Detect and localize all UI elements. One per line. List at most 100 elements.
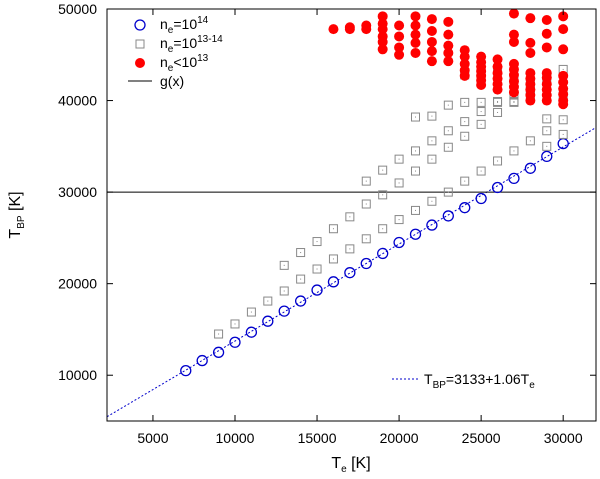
point-ne1314 (427, 196, 437, 206)
point-nelt13 (508, 8, 519, 19)
point-ne1314-dot (382, 228, 384, 230)
point-ne1314 (279, 260, 289, 270)
point-nelt13 (410, 20, 421, 31)
point-ne1314 (460, 97, 470, 107)
point-ne14 (278, 305, 290, 317)
point-nelt13 (394, 42, 405, 53)
point-ne1314 (476, 97, 486, 107)
point-ne1314-dot (480, 101, 482, 103)
point-nelt13 (541, 14, 552, 25)
point-nelt13 (525, 37, 536, 48)
point-ne1314 (493, 97, 503, 107)
point-ne1314 (230, 319, 240, 329)
point-ne1314 (460, 176, 470, 186)
point-ne1314-dot (283, 264, 285, 266)
y-tick-label: 30000 (58, 184, 97, 200)
point-ne1314-dot (398, 219, 400, 221)
point-ne1314-dot (267, 300, 269, 302)
point-ne1314 (214, 329, 224, 339)
point-nelt13 (443, 29, 454, 40)
point-ne1314 (509, 97, 519, 107)
point-ne1314-dot (447, 146, 449, 148)
x-tick-label: 5000 (137, 430, 168, 446)
point-ne1314 (443, 142, 453, 152)
point-ne1314-dot (497, 160, 499, 162)
point-ne1314-dot (382, 169, 384, 171)
point-ne1314-dot (414, 150, 416, 152)
point-ne14 (508, 172, 520, 185)
point-ne14 (196, 354, 208, 367)
point-ne1314 (328, 254, 338, 264)
y-tick-label: 40000 (58, 93, 97, 109)
point-nelt13 (492, 54, 503, 65)
legend-marker-ne14 (134, 19, 146, 31)
point-ne14 (393, 236, 405, 249)
point-ne1314 (312, 237, 322, 247)
point-ne1314-dot (513, 100, 515, 102)
point-ne1314 (410, 112, 420, 122)
point-ne1314-dot (497, 111, 499, 113)
point-ne1314 (345, 244, 355, 254)
point-ne14 (245, 326, 258, 338)
legend: ne=1014 ne=1013-14 ne<1013 g(x) TBP=3133… (128, 15, 535, 391)
point-nelt13 (443, 40, 454, 51)
point-nelt13 (459, 51, 470, 62)
x-tick-label: 25000 (462, 430, 501, 446)
point-ne1314 (394, 215, 404, 225)
point-ne1314-dot (480, 111, 482, 113)
point-ne1314 (361, 199, 371, 209)
point-ne1314 (410, 205, 420, 215)
point-ne14 (409, 228, 422, 240)
y-tick-label: 10000 (58, 367, 97, 383)
point-nelt13 (426, 14, 437, 25)
point-nelt13 (525, 95, 536, 106)
point-ne14 (491, 181, 504, 194)
point-ne1314 (427, 136, 437, 146)
legend-marker-nelt13 (135, 58, 145, 68)
point-ne1314-dot (398, 182, 400, 184)
point-ne1314-dot (332, 228, 334, 230)
legend-label-ne1314: ne=1013-14 (160, 34, 223, 55)
point-nelt13 (426, 46, 437, 57)
point-ne14 (229, 336, 241, 348)
legend-label-nelt13: ne<1013 (160, 53, 209, 74)
point-ne14 (294, 295, 307, 307)
point-ne14 (180, 364, 192, 377)
point-ne1314 (279, 286, 289, 296)
point-ne1314 (394, 154, 404, 164)
legend-label-fit: TBP=3133+1.06Te (424, 371, 535, 391)
point-ne14 (262, 315, 274, 327)
point-ne1314-dot (447, 104, 449, 106)
point-ne1314-dot (464, 135, 466, 137)
y-tick-label: 50000 (58, 1, 97, 17)
point-nelt13 (459, 70, 470, 81)
x-axis-label: Te [K] (331, 455, 370, 475)
point-ne1314-dot (447, 130, 449, 132)
point-ne1314 (542, 126, 552, 136)
point-ne1314 (542, 141, 552, 151)
point-ne1314 (476, 107, 486, 117)
y-tick-label: 20000 (58, 276, 97, 292)
point-nelt13 (410, 11, 421, 22)
point-ne1314-dot (562, 119, 564, 121)
point-ne1314-dot (365, 203, 367, 205)
point-nelt13 (344, 22, 355, 33)
point-ne1314 (493, 156, 503, 166)
point-ne1314-dot (349, 216, 351, 218)
point-nelt13 (443, 56, 454, 67)
point-nelt13 (541, 42, 552, 53)
point-ne1314 (493, 107, 503, 117)
point-ne1314-dot (497, 100, 499, 102)
point-nelt13 (508, 29, 519, 40)
point-nelt13 (541, 95, 552, 106)
point-nelt13 (508, 36, 519, 47)
point-nelt13 (558, 44, 569, 55)
point-ne1314-dot (316, 268, 318, 270)
point-ne1314 (296, 274, 306, 284)
legend-label-ne14: ne=1014 (160, 15, 209, 36)
point-ne1314 (263, 296, 273, 306)
point-nelt13 (558, 99, 569, 110)
point-ne1314 (427, 154, 437, 164)
point-ne1314 (460, 131, 470, 141)
